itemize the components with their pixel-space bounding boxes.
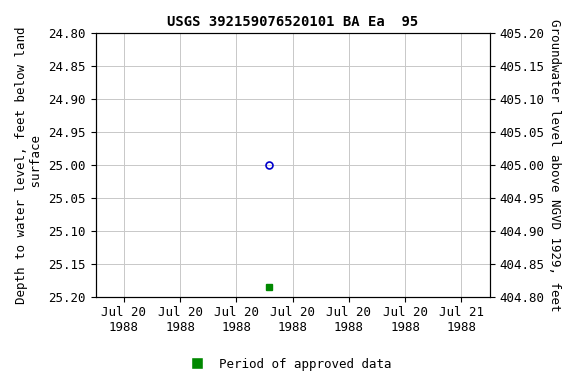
- Y-axis label: Groundwater level above NGVD 1929, feet: Groundwater level above NGVD 1929, feet: [548, 18, 561, 311]
- Y-axis label: Depth to water level, feet below land
 surface: Depth to water level, feet below land su…: [15, 26, 43, 304]
- Title: USGS 392159076520101 BA Ea  95: USGS 392159076520101 BA Ea 95: [167, 15, 418, 29]
- Legend: Period of approved data: Period of approved data: [179, 353, 397, 376]
